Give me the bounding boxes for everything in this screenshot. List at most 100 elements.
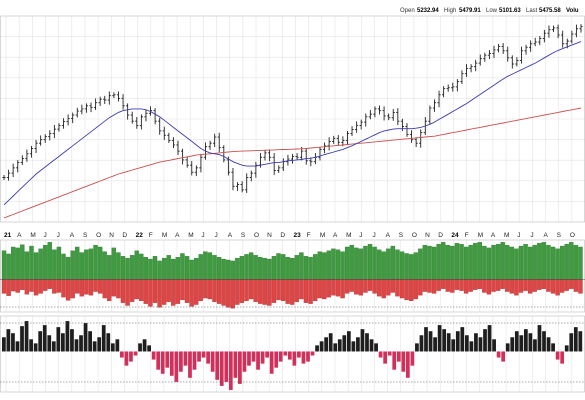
oscillator-bar-negative bbox=[306, 351, 310, 362]
breadth-bar-negative bbox=[518, 279, 524, 293]
oscillator-bar-positive bbox=[328, 333, 333, 352]
breadth-bar-positive bbox=[358, 248, 364, 280]
oscillator-bar-positive bbox=[564, 345, 569, 352]
price-bar bbox=[66, 114, 70, 126]
price-bar bbox=[144, 109, 148, 122]
breadth-bar-negative bbox=[33, 279, 39, 296]
price-bar bbox=[162, 126, 166, 140]
breadth-bar-positive bbox=[216, 257, 222, 280]
breadth-bar-positive bbox=[390, 245, 396, 280]
breadth-bar-negative bbox=[463, 279, 469, 294]
oscillator-bar-positive bbox=[101, 325, 106, 352]
price-bar bbox=[551, 25, 556, 33]
oscillator-bar-positive bbox=[446, 333, 451, 352]
breadth-bar-negative bbox=[244, 279, 249, 302]
x-tick-label: M bbox=[188, 232, 193, 239]
oscillator-bar-negative bbox=[278, 351, 283, 362]
oscillator-bar-positive bbox=[38, 331, 43, 352]
breadth-bar-positive bbox=[486, 247, 492, 280]
breadth-bar-positive bbox=[102, 251, 107, 280]
breadth-bar-positive bbox=[193, 257, 199, 280]
x-tick-label: J bbox=[530, 232, 533, 239]
oscillator-bar-negative bbox=[228, 351, 233, 390]
breadth-bar-negative bbox=[363, 279, 368, 293]
breadth-bar-negative bbox=[376, 279, 382, 297]
x-tick-label: O bbox=[412, 232, 417, 239]
oscillator-bar-positive bbox=[319, 341, 324, 352]
price-bar bbox=[199, 153, 203, 173]
oscillator-bar-negative bbox=[265, 351, 270, 358]
moving-average-short bbox=[3, 41, 582, 206]
oscillator-bar-negative bbox=[183, 351, 188, 366]
breadth-bar-negative bbox=[180, 279, 185, 301]
x-tick-label: M bbox=[478, 232, 483, 239]
breadth-bar-positive bbox=[541, 242, 547, 280]
x-tick-label: 22 bbox=[136, 232, 144, 239]
breadth-bar-negative bbox=[308, 279, 313, 304]
breadth-bar-positive bbox=[527, 246, 533, 280]
breadth-bar-negative bbox=[175, 279, 181, 304]
breadth-bar-negative bbox=[15, 279, 20, 293]
oscillator-bar-positive bbox=[551, 343, 555, 352]
breadth-bar-positive bbox=[409, 254, 414, 280]
price-bar bbox=[451, 82, 455, 92]
low-value: 5101.63 bbox=[499, 8, 521, 14]
price-bar bbox=[446, 84, 450, 92]
x-tick-label: 23 bbox=[294, 232, 302, 239]
breadth-bar-negative bbox=[326, 279, 332, 298]
breadth-bar-negative bbox=[477, 279, 483, 289]
breadth-bar-positive bbox=[317, 251, 322, 280]
breadth-bar-positive bbox=[322, 252, 327, 280]
price-bar bbox=[135, 116, 139, 129]
price-bar bbox=[355, 121, 359, 133]
breadth-bar-positive bbox=[294, 255, 300, 280]
price-bar bbox=[89, 102, 93, 113]
breadth-bar-positive bbox=[386, 248, 391, 280]
oscillator-panel bbox=[0, 315, 585, 393]
oscillator-bar-positive bbox=[2, 337, 6, 352]
breadth-bar-positive bbox=[376, 249, 382, 280]
breadth-bar-negative bbox=[395, 279, 400, 297]
breadth-bar-positive bbox=[573, 244, 579, 280]
breadth-bar-positive bbox=[189, 259, 194, 280]
breadth-bar-positive bbox=[88, 248, 94, 280]
volume-label: Volu bbox=[566, 8, 579, 14]
oscillator-bar-positive bbox=[469, 341, 474, 352]
oscillator-bar-negative bbox=[188, 351, 192, 378]
breadth-bar-negative bbox=[322, 279, 327, 300]
oscillator-bar-negative bbox=[301, 351, 306, 364]
oscillator-bar-positive bbox=[365, 333, 369, 352]
oscillator-bar-negative bbox=[251, 351, 256, 362]
oscillator-bar-negative bbox=[405, 351, 410, 378]
breadth-bar-negative bbox=[459, 279, 464, 291]
oscillator-bar-negative bbox=[210, 351, 215, 372]
breadth-bar-negative bbox=[93, 279, 98, 292]
x-tick-label: M bbox=[30, 232, 35, 239]
breadth-bar-negative bbox=[134, 279, 139, 300]
oscillator-bar-negative bbox=[151, 351, 156, 360]
oscillator-bar-positive bbox=[369, 339, 374, 352]
breadth-bar-negative bbox=[559, 279, 565, 293]
price-bar bbox=[20, 155, 24, 166]
breadth-bar-negative bbox=[422, 279, 428, 292]
breadth-bar-positive bbox=[331, 248, 336, 280]
breadth-bar-negative bbox=[532, 279, 537, 292]
x-tick-label: M bbox=[162, 232, 167, 239]
oscillator-bar-positive bbox=[15, 341, 20, 352]
price-bar bbox=[396, 108, 400, 126]
x-tick-label: A bbox=[491, 232, 496, 239]
x-tick-label: M bbox=[346, 232, 351, 239]
moving-average-long bbox=[3, 107, 582, 219]
oscillator-bar-negative bbox=[219, 351, 224, 386]
breadth-bar-positive bbox=[43, 244, 48, 280]
last-label: Last bbox=[526, 8, 538, 14]
price-bar bbox=[240, 181, 244, 193]
price-bar bbox=[190, 160, 194, 176]
breadth-bar-positive bbox=[532, 244, 537, 280]
breadth-bar-negative bbox=[56, 279, 62, 293]
breadth-bar-positive bbox=[550, 246, 556, 280]
oscillator-bar-negative bbox=[192, 351, 197, 370]
breadth-bar-positive bbox=[514, 248, 519, 280]
oscillator-bar-positive bbox=[20, 326, 24, 352]
price-bar bbox=[121, 94, 125, 110]
